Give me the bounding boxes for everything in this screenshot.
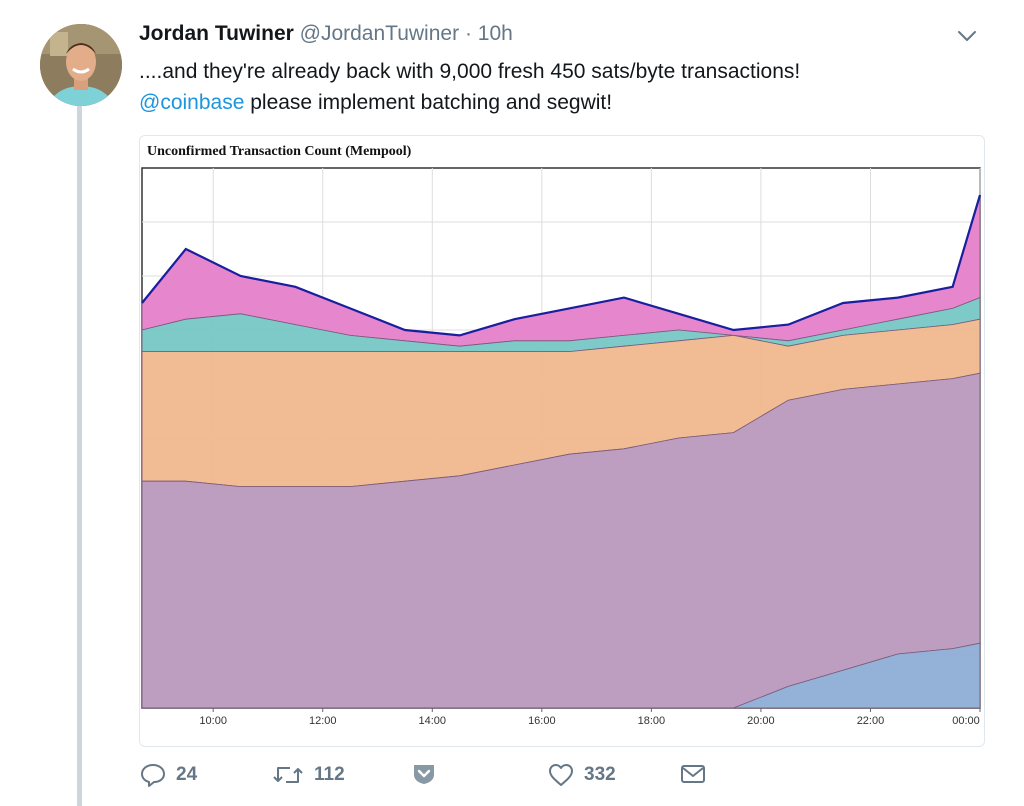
- avatar-image: [40, 24, 122, 106]
- mention-link[interactable]: @coinbase: [139, 91, 245, 114]
- chevron-down-icon[interactable]: [956, 28, 978, 44]
- tweet-header: Jordan Tuwiner @JordanTuwiner · 10h: [139, 22, 513, 46]
- reply-button[interactable]: 24: [140, 763, 197, 787]
- tweet-text-line1: ....and they're already back with 9,000 …: [139, 60, 801, 83]
- x-tick-label: 12:00: [309, 715, 337, 727]
- tweet-text-line2: @coinbase please implement batching and …: [139, 87, 800, 118]
- x-tick-label: 14:00: [419, 715, 447, 727]
- tweet-timestamp[interactable]: 10h: [477, 22, 513, 45]
- header-separator: ·: [464, 22, 472, 45]
- total-outline: [141, 194, 982, 337]
- reply-icon: [141, 764, 165, 787]
- x-tick-label: 10:00: [199, 715, 227, 727]
- mempool-chart: 10:00 12:00 14:00 16:00 18:00 20:00 22:00 00:00: [141, 167, 982, 727]
- direct-message-button[interactable]: [680, 763, 706, 785]
- retweet-count: 112: [314, 764, 345, 785]
- x-tick-label: 00:00: [952, 715, 980, 727]
- author-handle[interactable]: @JordanTuwiner: [299, 22, 460, 45]
- x-tick-label: 22:00: [857, 715, 885, 727]
- retweet-button[interactable]: 112: [272, 763, 345, 787]
- thread-line: [77, 104, 82, 806]
- retweet-icon: [273, 767, 303, 783]
- envelope-icon: [681, 765, 705, 783]
- tweet-media-chart[interactable]: 10:00 12:00 14:00 16:00 18:00 20:00 22:00 00:00…: [139, 135, 985, 747]
- reply-count: 24: [176, 764, 198, 785]
- tweet-text-line2-rest: please implement batching and segwit!: [244, 91, 613, 114]
- chart-title: Unconfirmed Transaction Count (Mempool): [147, 144, 412, 159]
- tweet-text: ....and they're already back with 9,000 …: [139, 56, 800, 118]
- heart-icon: [549, 764, 573, 786]
- analytics-button[interactable]: [412, 763, 436, 785]
- analytics-icon: [414, 765, 434, 784]
- like-button[interactable]: 332: [548, 763, 616, 787]
- like-count: 332: [584, 764, 616, 785]
- x-tick-label: 18:00: [638, 715, 666, 727]
- avatar[interactable]: [40, 24, 122, 106]
- author-name[interactable]: Jordan Tuwiner: [139, 22, 294, 45]
- x-tick-label: 16:00: [528, 715, 556, 727]
- tweet-actions: 24 112 332: [140, 763, 740, 803]
- x-tick-label: 20:00: [747, 715, 775, 727]
